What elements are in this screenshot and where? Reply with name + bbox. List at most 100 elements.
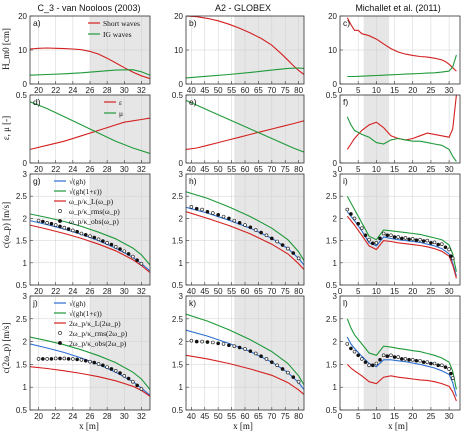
legend-marker (58, 219, 62, 223)
shaded-region (90, 174, 150, 285)
column-title-3: Michallet et al. (2011) (355, 3, 440, 13)
x-tick-label: 15 (390, 287, 399, 296)
x-tick-label: 26 (86, 86, 95, 95)
panel-i: 0.511.522.530 5 10 15 20 25 30i) (326, 170, 461, 296)
data-point (414, 358, 419, 363)
y-tick-label: 0.5 (326, 406, 338, 415)
data-point (349, 346, 353, 351)
data-point (36, 218, 41, 223)
data-point (425, 238, 430, 243)
data-point (96, 237, 101, 242)
data-point (389, 353, 393, 358)
xlabel-col-2: x [m] (233, 421, 253, 431)
x-tick-label: 70 (267, 412, 276, 421)
x-tick-label: 30 (120, 165, 129, 174)
x-tick-label: 30 (120, 86, 129, 95)
data-point (221, 342, 226, 346)
panel-label: c) (343, 18, 350, 28)
x-tick-label: 28 (103, 165, 112, 174)
data-point (407, 237, 411, 242)
data-point (396, 235, 400, 239)
y-tick-label: 2.5 (172, 315, 184, 324)
data-point (88, 359, 92, 364)
data-point (113, 245, 118, 249)
series-line-green (186, 67, 304, 79)
x-tick-label: 28 (103, 86, 112, 95)
x-tick-label: 40 (187, 412, 196, 421)
x-tick-label: 22 (51, 412, 60, 421)
data-point (374, 361, 379, 366)
legend-entry: IG waves (103, 30, 132, 39)
legend-entry: ω_p/κ_L(ω_p) (69, 197, 114, 206)
panel-d: 0 0.5 20 22 24 26 28 30 32 d) εμ (16, 91, 151, 174)
legend-marker (58, 209, 62, 213)
y-tick-label: 0.5 (16, 281, 28, 290)
x-tick-label: 20 (34, 165, 43, 174)
data-point (49, 221, 54, 226)
data-point (53, 223, 58, 227)
panel-k: 0.5 1 1.5 2 2.5 3 40 45 50 55 60 65 70 75 80 k) (172, 292, 305, 421)
y-tick-label: 1.5 (326, 237, 338, 246)
data-point (449, 254, 453, 258)
panel-label: h) (189, 176, 197, 186)
y-tick-label: 0 (23, 159, 28, 168)
series-line-green (346, 116, 457, 162)
data-point (243, 347, 247, 351)
data-point (216, 341, 220, 346)
data-point (425, 360, 430, 364)
ylabel-row-3: c(ω_p) [m/s] (1, 202, 11, 248)
data-point (370, 363, 375, 368)
x-tick-label: 45 (200, 165, 209, 174)
data-point (131, 379, 135, 384)
legend-g: √(gh)√(gh(1+ε))ω_p/κ_L(ω_p)ω_p/κ_rms(ω_p… (54, 177, 120, 226)
data-point (248, 225, 253, 230)
data-point (131, 254, 135, 259)
data-point (194, 339, 199, 344)
data-point (101, 363, 105, 368)
data-point (126, 252, 131, 256)
x-tick-label: 30 (445, 86, 454, 95)
data-point (432, 240, 437, 245)
data-point (363, 360, 368, 364)
x-tick-label: 40 (187, 287, 196, 296)
data-point (389, 233, 393, 238)
data-point (237, 221, 242, 225)
y-tick-label: 1.5 (172, 360, 184, 369)
x-tick-label: 75 (281, 165, 290, 174)
data-point (378, 236, 382, 241)
data-point (360, 357, 364, 361)
x-tick-label: 25 (426, 287, 435, 296)
data-point (216, 213, 220, 217)
x-tick-label: 24 (68, 412, 77, 421)
data-point (189, 338, 194, 343)
data-point (381, 353, 386, 358)
shaded-region (90, 296, 150, 410)
x-tick-label: 30 (445, 165, 454, 174)
data-point (414, 238, 419, 242)
data-point (447, 367, 451, 371)
y-tick-label: 20 (18, 12, 27, 21)
data-point (253, 351, 258, 356)
data-point (429, 241, 433, 245)
x-tick-label: 80 (294, 287, 303, 296)
data-point (194, 206, 199, 211)
data-point (83, 233, 88, 237)
data-point (205, 209, 210, 214)
x-tick-label: 65 (254, 412, 263, 421)
y-tick-label: 0 (333, 80, 338, 89)
axes-frame (339, 173, 461, 286)
ylabel-row-2: ε, μ [-] (1, 116, 11, 140)
legend-entry: √(gh(1+ε)) (69, 187, 102, 196)
series-line-green (186, 313, 304, 386)
x-tick-label: 55 (227, 287, 236, 296)
data-point (421, 239, 426, 243)
series-line-red (346, 364, 457, 402)
y-tick-label: 0 (179, 159, 184, 168)
y-tick-label: 2.5 (172, 192, 184, 201)
x-tick-label: 0 (338, 86, 343, 95)
x-tick-label: 55 (227, 165, 236, 174)
ylabel-row-4: c(2ω_p) [m/s] (1, 323, 11, 374)
data-point (286, 246, 290, 251)
series-line-red (30, 117, 150, 150)
